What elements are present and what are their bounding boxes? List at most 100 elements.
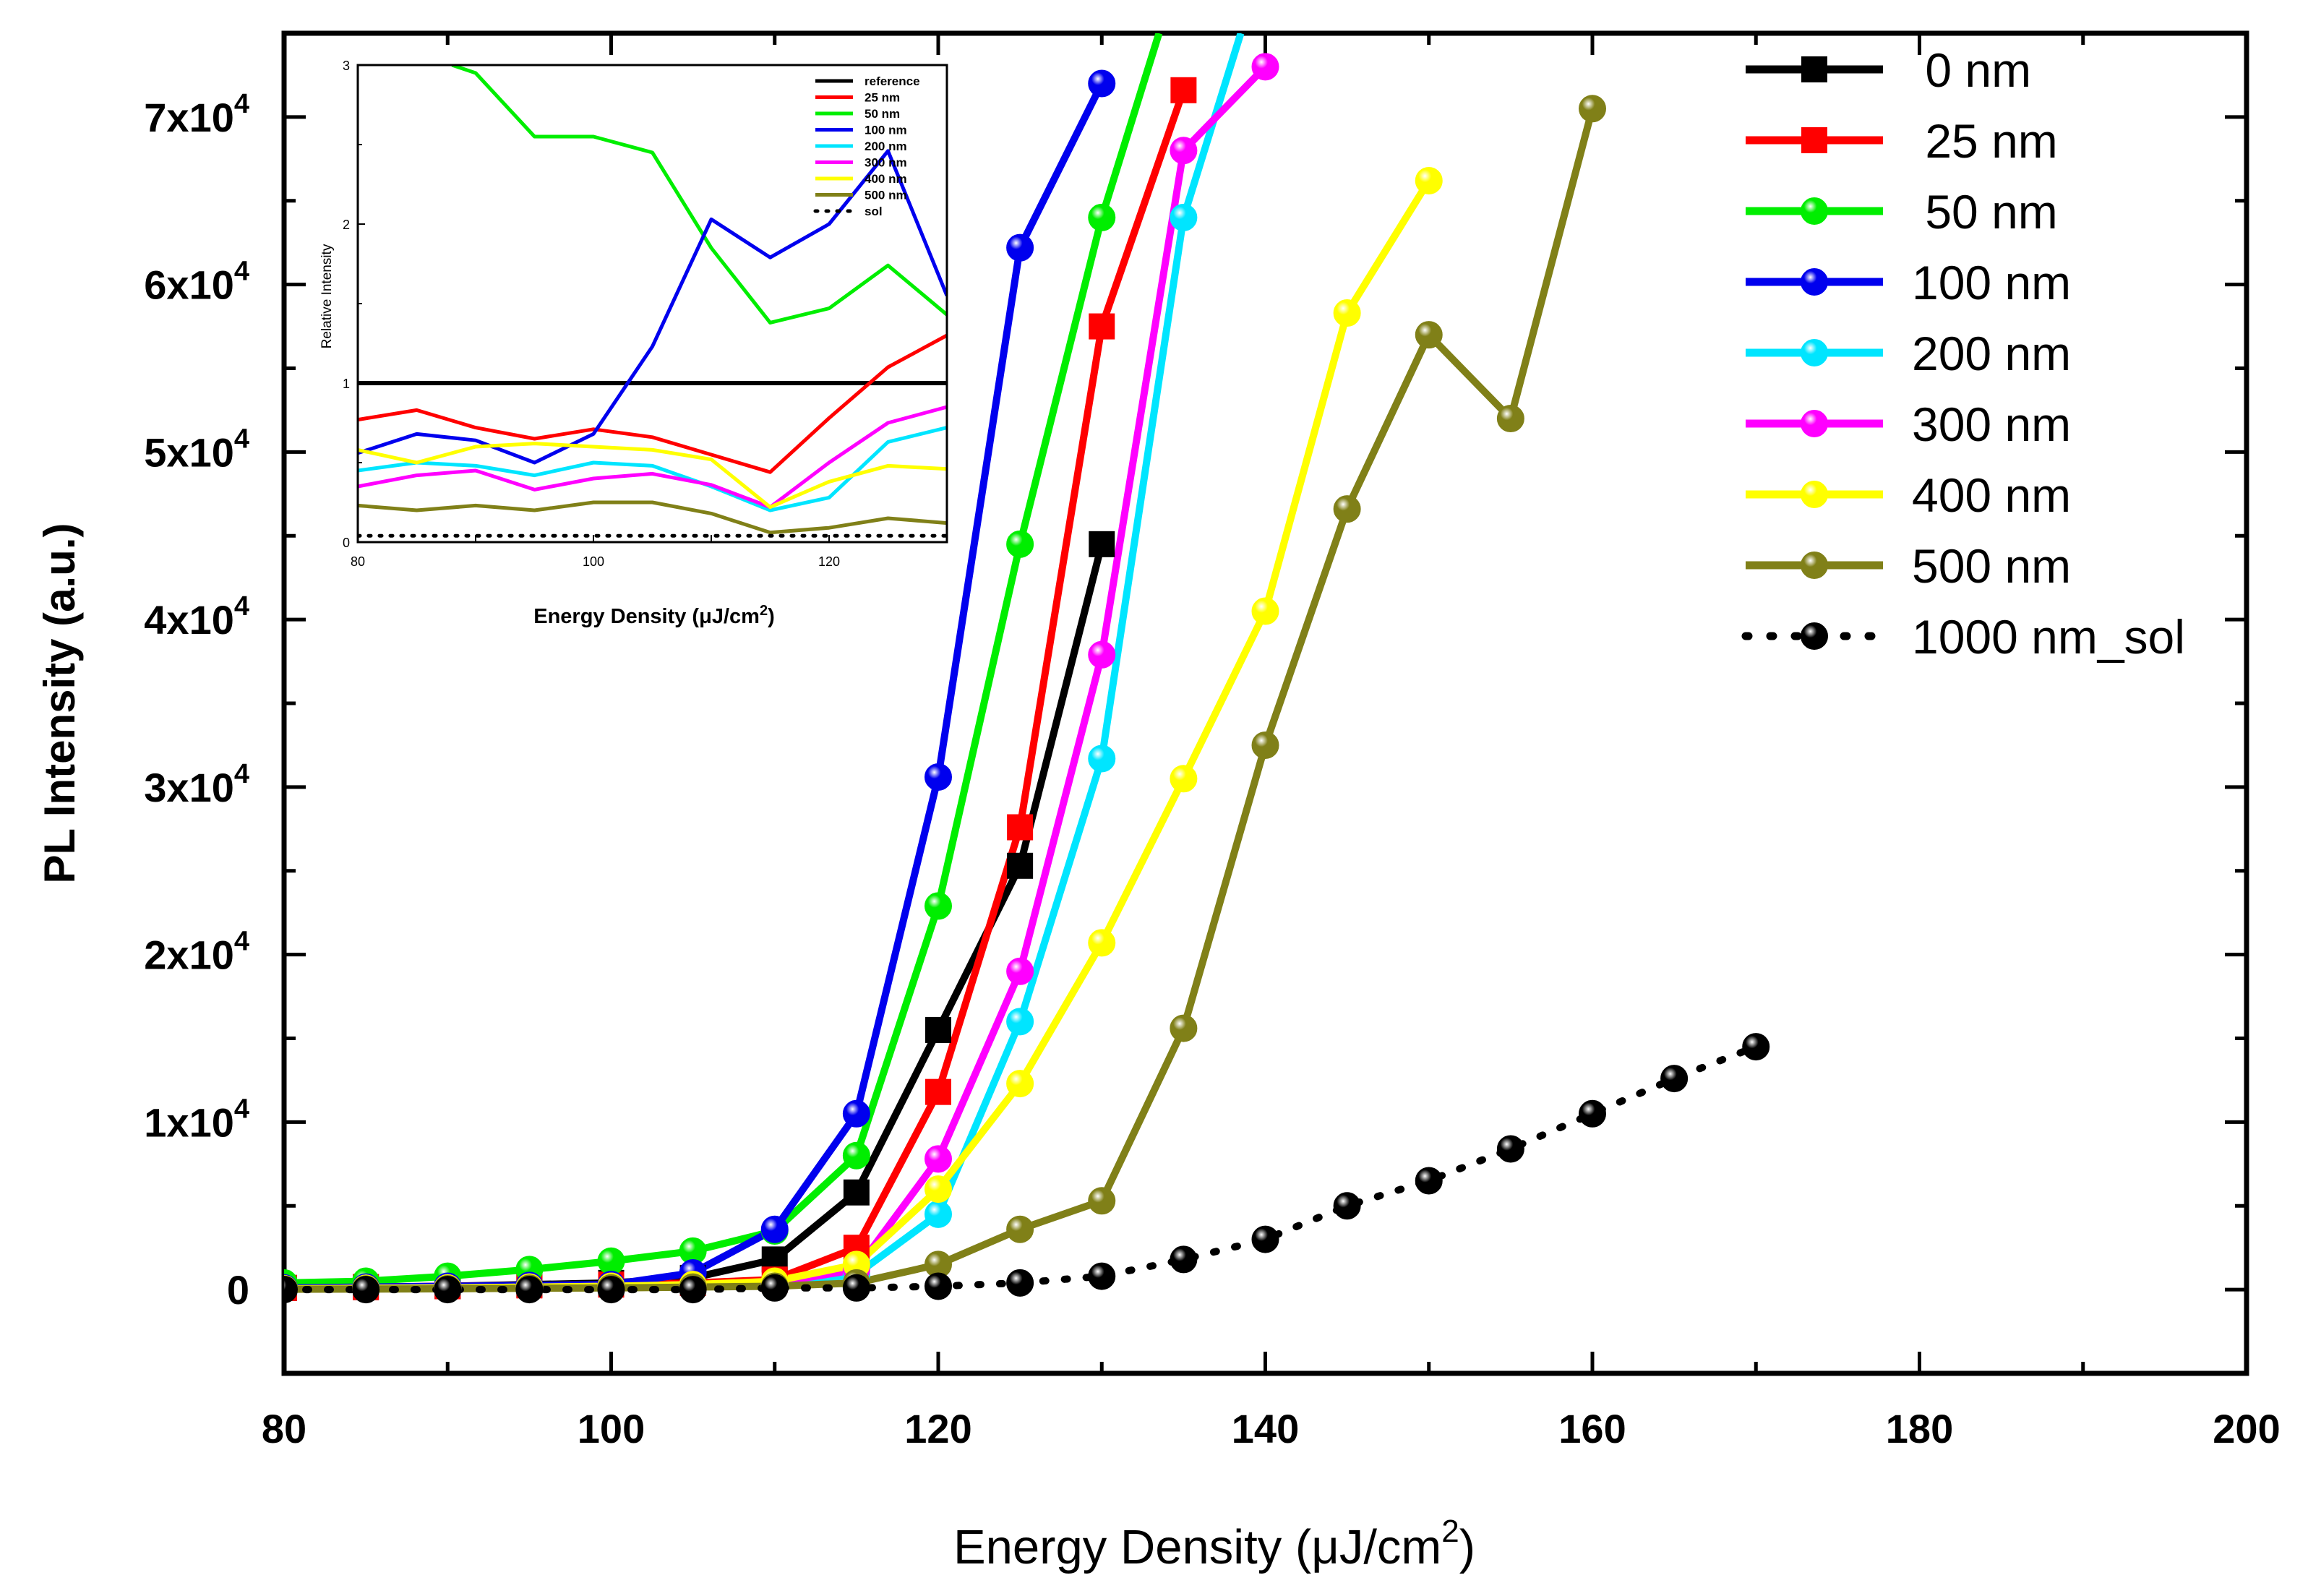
data-point-25-nm: [1007, 814, 1034, 841]
data-point-100-nm: [1006, 233, 1034, 262]
y-tick-label: 7x104: [144, 89, 249, 140]
data-point-0-nm: [1089, 531, 1115, 557]
inset-legend-item-reference: reference: [815, 74, 920, 88]
data-point-100-nm: [842, 1099, 870, 1128]
data-point-1000-nm-sol: [1088, 1262, 1116, 1290]
data-point-1000-nm-sol: [1006, 1269, 1034, 1297]
legend-item-1000-nm-sol: 1000 nm_sol: [1741, 610, 2185, 664]
data-point-400-nm: [1088, 929, 1116, 957]
data-point-400-nm: [1801, 481, 1828, 508]
legend-label: 1000 nm_sol: [1912, 610, 2185, 664]
data-point-25-nm: [1089, 313, 1115, 340]
legend-item-500-nm: 500 nm: [1746, 539, 2071, 593]
data-point-50-nm: [1006, 530, 1034, 558]
data-point-50-nm: [842, 1141, 870, 1170]
data-point-1000-nm-sol: [1415, 1167, 1443, 1195]
inset-legend-item-50-nm: 50 nm: [815, 107, 900, 121]
data-point-0-nm: [1007, 852, 1034, 879]
data-point-500-nm: [1579, 95, 1606, 123]
data-point-400-nm: [1006, 1070, 1034, 1098]
inset-tick-labels: 80 100 120 0 1 2 3: [343, 59, 840, 569]
inset-y-tick-label: 2: [343, 218, 350, 232]
x-axis-label: Energy Density (μJ/cm2): [953, 1514, 1475, 1574]
main-legend: 0 nm 25 nm 50 nm 100 nm 200 nm 300 nm 400 nm…: [1741, 43, 2185, 664]
series-line-0-nm: [284, 543, 1106, 1292]
data-point-1000-nm-sol: [515, 1276, 544, 1304]
x-tick-label: 160: [1558, 1406, 1626, 1451]
data-point-300-nm: [1088, 640, 1116, 669]
inset-series-line-25-nm: [358, 333, 947, 474]
inset-y-axis-label: Relative Intensity: [319, 244, 335, 348]
x-tick-label: 120: [904, 1406, 971, 1451]
inset-legend-item-500-nm: 500 nm: [815, 189, 907, 202]
data-point-500-nm: [1333, 495, 1361, 523]
inset-series-line-300-nm: [358, 405, 947, 510]
inset-x-tick-label: 120: [818, 554, 840, 569]
legend-label: 50 nm: [1912, 185, 2058, 239]
x-tick-label: 180: [1886, 1406, 1953, 1451]
data-point-200-nm: [1006, 1008, 1034, 1036]
inset-legend-item-100-nm: 100 nm: [815, 124, 907, 137]
data-point-400-nm: [1333, 299, 1361, 327]
inset-legend-item-sol: sol: [813, 205, 883, 218]
legend-label: 500 nm: [1912, 539, 2071, 593]
y-tick-label: 2x104: [144, 927, 249, 978]
data-point-25-nm: [1170, 77, 1197, 103]
data-point-200-nm: [1801, 339, 1828, 366]
legend-label: 400 nm: [1912, 468, 2071, 522]
main-plot: 80 100 120 140 160 180 20001x1042x1043x1044x10…: [144, 30, 2281, 1451]
legend-item-25-nm: 25 nm: [1746, 114, 2058, 168]
y-tick-label: 6x104: [144, 257, 249, 308]
x-tick-label: 80: [262, 1406, 306, 1451]
inset-series-line-400-nm: [358, 442, 947, 510]
main-tick-labels: 80 100 120 140 160 180 20001x1042x1043x1044x10…: [144, 89, 2280, 1451]
data-point-1000-nm-sol: [679, 1276, 707, 1304]
data-point-400-nm: [1170, 765, 1198, 793]
inset-legend-item-300-nm: 300 nm: [815, 156, 907, 170]
data-point-300-nm: [1801, 410, 1828, 437]
legend-item-200-nm: 200 nm: [1746, 327, 2071, 380]
inset-legend: reference 25 nm 50 nm 100 nm 200 nm 300 nm 400…: [813, 74, 920, 218]
legend-label: 300 nm: [1912, 398, 2071, 451]
data-point-1000-nm-sol: [434, 1276, 462, 1304]
inset-legend-label: reference: [865, 74, 920, 88]
data-point-400-nm: [1251, 597, 1279, 625]
data-point-1000-nm-sol: [1251, 1225, 1279, 1253]
data-point-200-nm: [1088, 745, 1116, 773]
x-tick-label: 200: [2213, 1406, 2280, 1451]
data-point-0-nm: [925, 1016, 951, 1043]
data-point-1000-nm-sol: [842, 1274, 870, 1302]
legend-label: 0 nm: [1912, 43, 2031, 97]
inset-series-line-100-nm: [358, 149, 947, 465]
data-point-500-nm: [1170, 1014, 1198, 1042]
data-point-300-nm: [925, 1145, 952, 1173]
inset-series-line-500-nm: [358, 500, 947, 535]
data-point-500-nm: [1006, 1215, 1034, 1243]
data-point-1000-nm-sol: [1742, 1033, 1770, 1061]
inset-y-tick-label: 0: [343, 536, 350, 550]
data-point-100-nm: [1088, 69, 1116, 98]
y-tick-label: 0: [227, 1267, 249, 1313]
data-point-300-nm: [1006, 957, 1034, 985]
legend-item-400-nm: 400 nm: [1746, 468, 2071, 522]
inset-ticks: [357, 64, 948, 543]
data-point-500-nm: [1801, 552, 1828, 579]
inset-legend-label: 50 nm: [865, 107, 900, 121]
data-point-100-nm: [925, 763, 952, 791]
inset-legend-label: 200 nm: [865, 140, 907, 153]
data-point-1000-nm-sol: [352, 1276, 380, 1304]
data-point-25-nm: [925, 1078, 951, 1105]
data-point-50-nm: [925, 892, 952, 920]
x-tick-label: 140: [1232, 1406, 1299, 1451]
main-series-group: [284, 33, 1770, 1304]
legend-label: 25 nm: [1912, 114, 2058, 168]
inset-y-tick-label: 3: [343, 59, 350, 73]
legend-item-0-nm: 0 nm: [1746, 43, 2031, 97]
data-point-500-nm: [1496, 405, 1524, 433]
legend-item-100-nm: 100 nm: [1746, 256, 2071, 309]
data-point-1000-nm-sol: [1170, 1245, 1198, 1274]
inset-x-axis-label: Energy Density (μJ/cm2): [533, 603, 775, 628]
data-point-100-nm: [1801, 268, 1828, 296]
data-point-0-nm: [843, 1179, 870, 1206]
